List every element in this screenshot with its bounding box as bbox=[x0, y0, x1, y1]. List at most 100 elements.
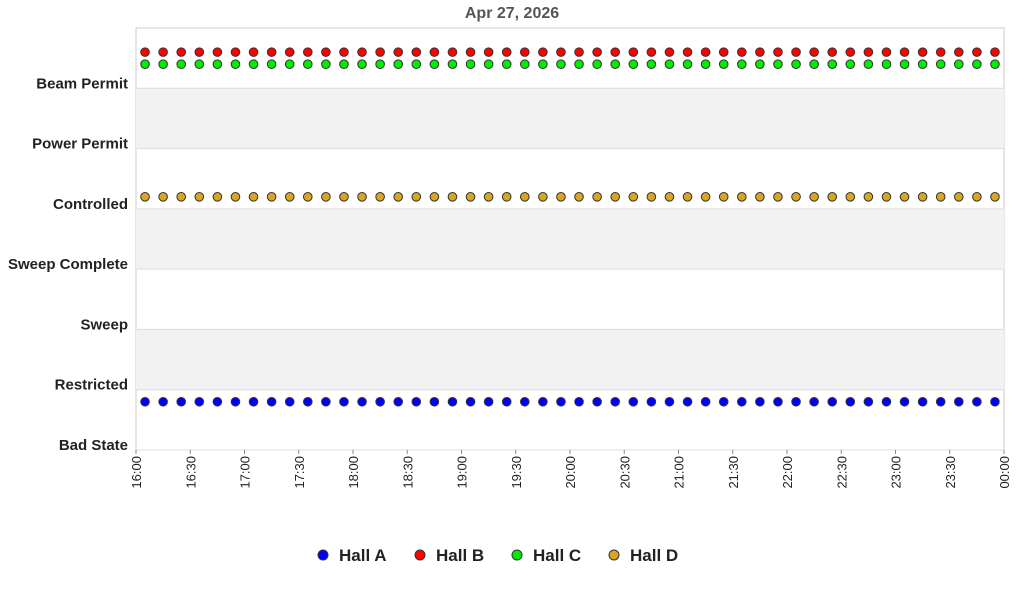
x-tick-label: 22:00 bbox=[780, 456, 795, 489]
point bbox=[339, 47, 349, 57]
point bbox=[176, 396, 187, 407]
point bbox=[194, 192, 205, 202]
point bbox=[538, 396, 548, 407]
x-tick-label: 16:30 bbox=[183, 456, 198, 489]
point bbox=[429, 59, 440, 69]
point bbox=[881, 396, 892, 407]
point bbox=[592, 59, 602, 69]
x-tick-label: 00:00 bbox=[997, 456, 1012, 489]
point bbox=[266, 192, 277, 202]
point bbox=[429, 192, 440, 202]
point bbox=[140, 59, 150, 69]
point bbox=[248, 47, 259, 57]
point bbox=[646, 396, 657, 407]
point bbox=[953, 192, 964, 202]
point bbox=[375, 47, 385, 57]
point bbox=[664, 192, 675, 202]
x-tick-label: 21:30 bbox=[726, 456, 741, 489]
point bbox=[827, 59, 838, 69]
point bbox=[899, 59, 910, 69]
point bbox=[917, 396, 928, 407]
point bbox=[700, 192, 711, 202]
point bbox=[284, 59, 295, 69]
point bbox=[411, 59, 422, 69]
point bbox=[646, 192, 657, 202]
point bbox=[447, 47, 458, 57]
point bbox=[194, 396, 205, 407]
point bbox=[755, 396, 765, 407]
point bbox=[809, 396, 819, 407]
point bbox=[736, 59, 747, 69]
legend-marker bbox=[511, 549, 523, 561]
legend-label: Hall C bbox=[533, 546, 581, 565]
point bbox=[411, 396, 422, 407]
point bbox=[791, 192, 801, 202]
point bbox=[773, 192, 783, 202]
point bbox=[339, 192, 349, 202]
legend-label: Hall B bbox=[436, 546, 484, 565]
x-tick-label: 23:30 bbox=[943, 456, 958, 489]
grid-band bbox=[136, 88, 1004, 149]
y-tick-label: Bad State bbox=[59, 437, 128, 454]
point bbox=[302, 47, 313, 57]
point bbox=[700, 47, 711, 57]
point bbox=[881, 59, 892, 69]
point bbox=[791, 47, 801, 57]
point bbox=[321, 59, 331, 69]
point bbox=[248, 396, 259, 407]
grid-band bbox=[136, 208, 1004, 270]
point bbox=[519, 59, 530, 69]
point bbox=[881, 47, 892, 57]
point bbox=[248, 192, 259, 202]
point bbox=[736, 47, 747, 57]
point bbox=[447, 396, 458, 407]
point bbox=[375, 192, 385, 202]
point bbox=[248, 59, 259, 69]
y-tick-label: Power Permit bbox=[32, 136, 128, 153]
point bbox=[935, 59, 946, 69]
point bbox=[664, 59, 675, 69]
point bbox=[953, 47, 964, 57]
point bbox=[393, 396, 404, 407]
point bbox=[447, 59, 458, 69]
legend-marker bbox=[414, 549, 426, 561]
point bbox=[483, 47, 494, 57]
point bbox=[664, 396, 675, 407]
point bbox=[610, 47, 621, 57]
point bbox=[646, 59, 657, 69]
x-tick-label: 18:30 bbox=[400, 456, 415, 489]
x-tick-label: 18:00 bbox=[346, 456, 361, 489]
point bbox=[935, 396, 946, 407]
point bbox=[592, 192, 602, 202]
point bbox=[990, 47, 1000, 57]
point bbox=[176, 192, 187, 202]
point bbox=[917, 192, 928, 202]
point bbox=[718, 396, 729, 407]
point bbox=[393, 47, 404, 57]
point bbox=[230, 192, 241, 202]
grid-band bbox=[136, 329, 1004, 390]
point bbox=[990, 396, 1000, 407]
point bbox=[773, 47, 783, 57]
point bbox=[972, 47, 982, 57]
point bbox=[158, 396, 168, 407]
point bbox=[863, 192, 874, 202]
point bbox=[465, 47, 476, 57]
point bbox=[953, 59, 964, 69]
point bbox=[574, 47, 584, 57]
point bbox=[718, 47, 729, 57]
point bbox=[321, 47, 331, 57]
x-tick-label: 19:00 bbox=[455, 456, 470, 489]
y-tick-label: Controlled bbox=[53, 196, 128, 213]
point bbox=[845, 396, 856, 407]
point bbox=[610, 396, 621, 407]
point bbox=[972, 59, 982, 69]
x-tick-label: 16:00 bbox=[129, 456, 144, 489]
point bbox=[736, 192, 747, 202]
point bbox=[917, 59, 928, 69]
point bbox=[881, 192, 892, 202]
point bbox=[827, 192, 838, 202]
point bbox=[393, 59, 404, 69]
point bbox=[827, 47, 838, 57]
point bbox=[176, 59, 187, 69]
